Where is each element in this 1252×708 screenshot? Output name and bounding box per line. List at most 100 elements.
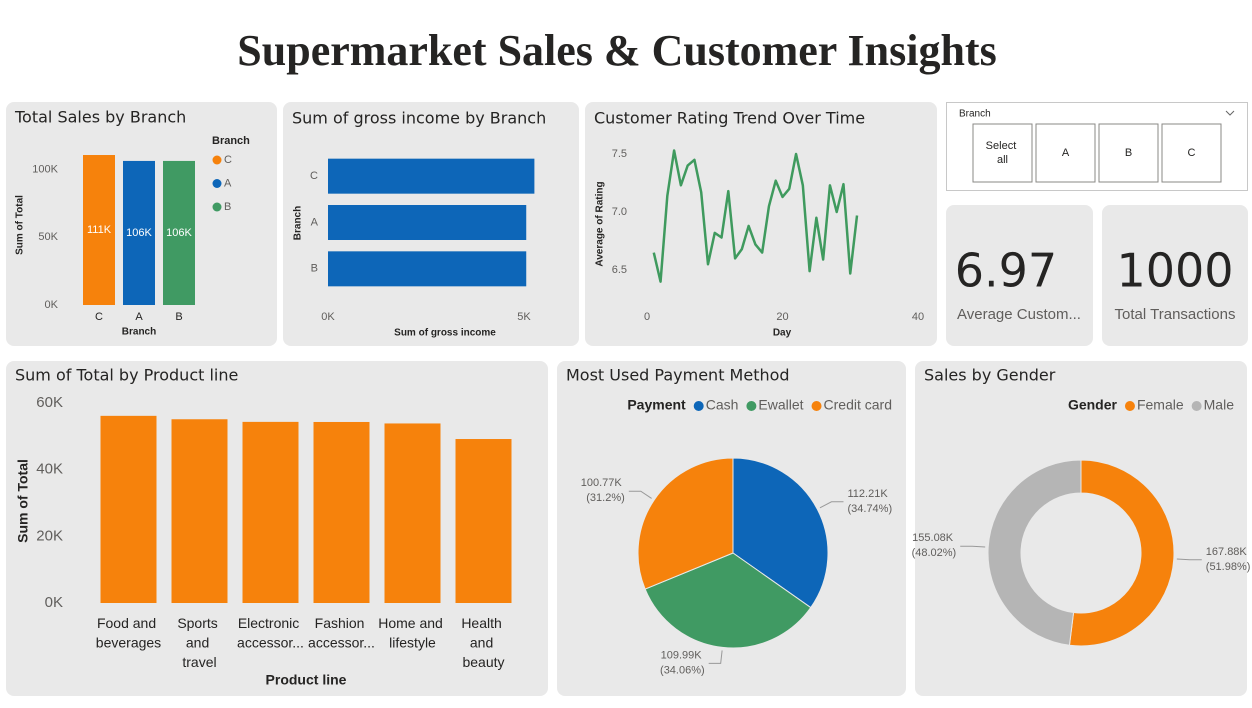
slicer-option[interactable] bbox=[1035, 123, 1096, 183]
legend-marker bbox=[693, 401, 704, 411]
y-axis-title: Average of Rating bbox=[595, 181, 606, 266]
legend-marker bbox=[212, 202, 222, 212]
legend-label: A bbox=[224, 177, 232, 189]
card bbox=[946, 205, 1093, 346]
legend-label: Credit card bbox=[824, 397, 892, 413]
x-axis-title: Product line bbox=[266, 672, 347, 688]
legend-label: Male bbox=[1204, 397, 1235, 413]
legend-title: Gender bbox=[1068, 397, 1118, 413]
legend-label: Cash bbox=[706, 397, 739, 413]
chart-title: Customer Rating Trend Over Time bbox=[594, 109, 865, 128]
slicer-option[interactable] bbox=[1098, 123, 1159, 183]
bar bbox=[328, 205, 527, 240]
slicer-option-label: Select all bbox=[986, 140, 1020, 166]
data-label: 167.88K (51.98%) bbox=[1206, 546, 1251, 573]
slice bbox=[637, 457, 734, 590]
card-label: Average Custom... bbox=[957, 306, 1081, 323]
y-tick-label: 50K bbox=[38, 231, 58, 243]
panel bbox=[585, 102, 937, 346]
chart-title: Most Used Payment Method bbox=[566, 366, 790, 385]
x-tick-label: C bbox=[95, 311, 103, 323]
slice bbox=[1068, 459, 1175, 647]
slicer-title: Branch bbox=[959, 109, 991, 120]
leader-line bbox=[1176, 558, 1202, 561]
slice bbox=[644, 552, 812, 649]
legend-title: Branch bbox=[212, 135, 250, 147]
slicer-option-label: A bbox=[1062, 147, 1070, 159]
card-label: Total Transactions bbox=[1115, 306, 1236, 323]
legend-marker bbox=[811, 401, 822, 411]
legend-marker bbox=[1191, 401, 1202, 411]
y-axis-title: Branch bbox=[293, 206, 304, 240]
bar bbox=[171, 419, 228, 603]
slicer-option[interactable] bbox=[1161, 123, 1222, 183]
y-tick-label: A bbox=[311, 216, 319, 228]
bar bbox=[384, 423, 441, 603]
slice bbox=[732, 457, 829, 609]
data-label: 112.21K (34.74%) bbox=[847, 488, 892, 515]
chevron[interactable] bbox=[1225, 110, 1235, 116]
x-tick-label: 40 bbox=[912, 311, 924, 323]
slicer-option-label: C bbox=[1188, 147, 1196, 159]
x-tick-label: Fashion accessor... bbox=[308, 615, 375, 651]
x-axis-title: Branch bbox=[122, 327, 156, 338]
bar bbox=[455, 439, 512, 603]
x-tick-label: Food and beverages bbox=[96, 615, 161, 651]
y-tick-label: 0K bbox=[45, 299, 59, 311]
y-tick-label: 6.5 bbox=[612, 264, 627, 276]
x-tick-label: Home and lifestyle bbox=[378, 615, 446, 651]
x-tick-label: B bbox=[175, 311, 182, 323]
x-tick-label: 0 bbox=[644, 311, 650, 323]
legend-label: C bbox=[224, 154, 232, 166]
panel bbox=[915, 361, 1247, 696]
chart-title: Sum of Total by Product line bbox=[15, 366, 238, 385]
legend-label: Female bbox=[1137, 397, 1184, 413]
card-value: 6.97 bbox=[955, 244, 1057, 298]
bar bbox=[328, 158, 535, 194]
y-tick-label: 60K bbox=[36, 394, 63, 411]
card-value: 1000 bbox=[1116, 244, 1233, 298]
y-tick-label: 7.5 bbox=[612, 148, 627, 160]
y-axis-title: Sum of Total bbox=[15, 195, 26, 255]
leader-line bbox=[960, 545, 986, 548]
slice bbox=[987, 459, 1082, 646]
bar bbox=[313, 421, 370, 603]
chart-title: Sum of gross income by Branch bbox=[292, 109, 546, 128]
y-tick-label: 20K bbox=[36, 527, 63, 544]
x-tick-label: 20 bbox=[776, 311, 788, 323]
y-tick-label: C bbox=[310, 170, 318, 182]
x-tick-label: A bbox=[135, 311, 143, 323]
leader-line bbox=[708, 650, 723, 664]
leader-line bbox=[628, 490, 652, 499]
leader-line bbox=[819, 501, 844, 509]
y-tick-label: B bbox=[311, 263, 318, 275]
y-axis-title: Sum of Total bbox=[15, 459, 31, 543]
chart-title: Sales by Gender bbox=[924, 366, 1056, 385]
slicer-option-label: B bbox=[1125, 147, 1132, 159]
x-axis-title: Sum of gross income bbox=[394, 328, 496, 339]
bar bbox=[163, 160, 195, 305]
x-tick-label: 5K bbox=[517, 311, 531, 323]
y-tick-label: 100K bbox=[32, 163, 58, 175]
bar bbox=[100, 415, 157, 603]
legend-marker bbox=[1124, 401, 1135, 411]
page-title: Supermarket Sales & Customer Insights bbox=[237, 26, 996, 75]
bar bbox=[83, 155, 115, 305]
legend-title: Payment bbox=[627, 397, 686, 413]
x-tick-label: Electronic accessor... bbox=[237, 615, 304, 651]
bar bbox=[242, 421, 299, 603]
bar bbox=[328, 251, 527, 287]
bar bbox=[123, 160, 155, 305]
y-tick-label: 40K bbox=[36, 461, 63, 478]
legend-marker bbox=[212, 179, 222, 188]
slicer-option[interactable] bbox=[972, 123, 1033, 183]
x-tick-label: 0K bbox=[321, 311, 335, 323]
x-tick-label: Sports and travel bbox=[177, 615, 221, 670]
chart-title: Total Sales by Branch bbox=[14, 108, 186, 127]
line bbox=[652, 149, 859, 283]
legend-marker bbox=[212, 155, 222, 165]
data-label: 106K bbox=[126, 227, 152, 239]
y-tick-label: 7.0 bbox=[612, 206, 627, 218]
legend-label: B bbox=[224, 201, 231, 213]
